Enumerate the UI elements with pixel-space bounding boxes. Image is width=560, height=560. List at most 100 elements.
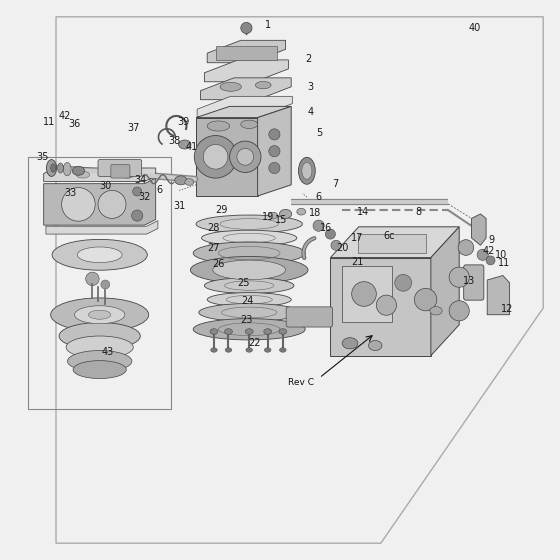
Circle shape bbox=[458, 240, 474, 255]
Circle shape bbox=[449, 267, 469, 287]
Polygon shape bbox=[204, 60, 288, 82]
Text: 4: 4 bbox=[308, 107, 314, 117]
Ellipse shape bbox=[297, 208, 306, 215]
Ellipse shape bbox=[185, 179, 194, 185]
Ellipse shape bbox=[199, 304, 300, 321]
Ellipse shape bbox=[175, 176, 187, 185]
Circle shape bbox=[331, 240, 341, 250]
Text: 7: 7 bbox=[332, 179, 338, 189]
Text: 21: 21 bbox=[351, 257, 363, 267]
Text: 39: 39 bbox=[178, 117, 190, 127]
Text: Rev C: Rev C bbox=[288, 378, 314, 387]
Circle shape bbox=[395, 274, 412, 291]
Ellipse shape bbox=[179, 140, 191, 149]
Text: 29: 29 bbox=[215, 205, 227, 215]
Ellipse shape bbox=[279, 329, 287, 334]
Ellipse shape bbox=[68, 351, 132, 372]
Text: 17: 17 bbox=[351, 233, 363, 243]
Ellipse shape bbox=[51, 298, 149, 332]
Polygon shape bbox=[200, 78, 291, 100]
Ellipse shape bbox=[46, 160, 57, 176]
Ellipse shape bbox=[88, 310, 111, 319]
Polygon shape bbox=[330, 227, 459, 258]
Ellipse shape bbox=[190, 256, 308, 283]
Ellipse shape bbox=[430, 307, 442, 315]
Text: 5: 5 bbox=[316, 128, 323, 138]
FancyBboxPatch shape bbox=[98, 160, 142, 176]
Ellipse shape bbox=[255, 82, 271, 89]
Text: 20: 20 bbox=[337, 242, 349, 253]
Ellipse shape bbox=[342, 338, 358, 349]
Circle shape bbox=[194, 136, 237, 178]
Ellipse shape bbox=[220, 82, 241, 91]
Circle shape bbox=[203, 144, 228, 169]
Ellipse shape bbox=[264, 348, 271, 352]
Ellipse shape bbox=[207, 121, 230, 131]
Ellipse shape bbox=[121, 171, 134, 178]
Ellipse shape bbox=[246, 348, 253, 352]
Ellipse shape bbox=[77, 247, 122, 263]
Ellipse shape bbox=[66, 336, 133, 358]
Ellipse shape bbox=[302, 162, 312, 179]
Polygon shape bbox=[44, 178, 156, 225]
Ellipse shape bbox=[279, 209, 292, 218]
Circle shape bbox=[477, 249, 488, 260]
Text: 22: 22 bbox=[249, 338, 261, 348]
Text: 26: 26 bbox=[212, 259, 225, 269]
Text: 3: 3 bbox=[308, 82, 314, 92]
Circle shape bbox=[269, 162, 280, 174]
Ellipse shape bbox=[202, 230, 297, 246]
Text: 15: 15 bbox=[275, 214, 287, 225]
Circle shape bbox=[486, 256, 495, 265]
Circle shape bbox=[230, 141, 261, 172]
FancyBboxPatch shape bbox=[464, 265, 484, 300]
Text: 25: 25 bbox=[237, 278, 250, 288]
Ellipse shape bbox=[72, 166, 85, 175]
Text: 37: 37 bbox=[127, 123, 139, 133]
Polygon shape bbox=[258, 106, 291, 196]
Ellipse shape bbox=[74, 306, 125, 324]
Text: 24: 24 bbox=[241, 296, 254, 306]
Polygon shape bbox=[196, 106, 291, 118]
Ellipse shape bbox=[193, 319, 305, 340]
Circle shape bbox=[325, 229, 335, 239]
Text: 13: 13 bbox=[463, 276, 475, 286]
Ellipse shape bbox=[213, 260, 286, 280]
Text: 6c: 6c bbox=[384, 231, 395, 241]
Circle shape bbox=[241, 22, 252, 34]
Circle shape bbox=[98, 190, 126, 218]
Text: 12: 12 bbox=[501, 304, 513, 314]
Ellipse shape bbox=[207, 293, 291, 307]
Text: 30: 30 bbox=[99, 181, 111, 191]
Circle shape bbox=[237, 148, 254, 165]
Text: 35: 35 bbox=[36, 152, 48, 162]
Text: 42: 42 bbox=[482, 246, 494, 256]
Bar bbox=[28, 157, 171, 409]
Circle shape bbox=[269, 146, 280, 157]
Ellipse shape bbox=[279, 348, 286, 352]
Text: 11: 11 bbox=[43, 117, 55, 127]
Text: 41: 41 bbox=[185, 142, 198, 152]
Circle shape bbox=[132, 210, 143, 221]
Polygon shape bbox=[472, 214, 486, 245]
Ellipse shape bbox=[241, 120, 258, 129]
Ellipse shape bbox=[269, 212, 278, 219]
Text: 16: 16 bbox=[320, 223, 332, 234]
Ellipse shape bbox=[63, 162, 71, 176]
Polygon shape bbox=[330, 258, 431, 356]
Polygon shape bbox=[431, 227, 459, 356]
Text: 6: 6 bbox=[315, 192, 321, 202]
Circle shape bbox=[313, 220, 324, 231]
Circle shape bbox=[62, 188, 95, 221]
Text: 11: 11 bbox=[498, 258, 510, 268]
Ellipse shape bbox=[58, 163, 63, 173]
Text: 33: 33 bbox=[64, 188, 76, 198]
Circle shape bbox=[376, 295, 396, 315]
Ellipse shape bbox=[264, 329, 272, 334]
Text: 31: 31 bbox=[173, 201, 185, 211]
Bar bbox=[216, 46, 277, 60]
Bar bbox=[358, 234, 426, 253]
Ellipse shape bbox=[76, 171, 90, 178]
Text: 34: 34 bbox=[134, 175, 146, 185]
Polygon shape bbox=[197, 96, 292, 116]
